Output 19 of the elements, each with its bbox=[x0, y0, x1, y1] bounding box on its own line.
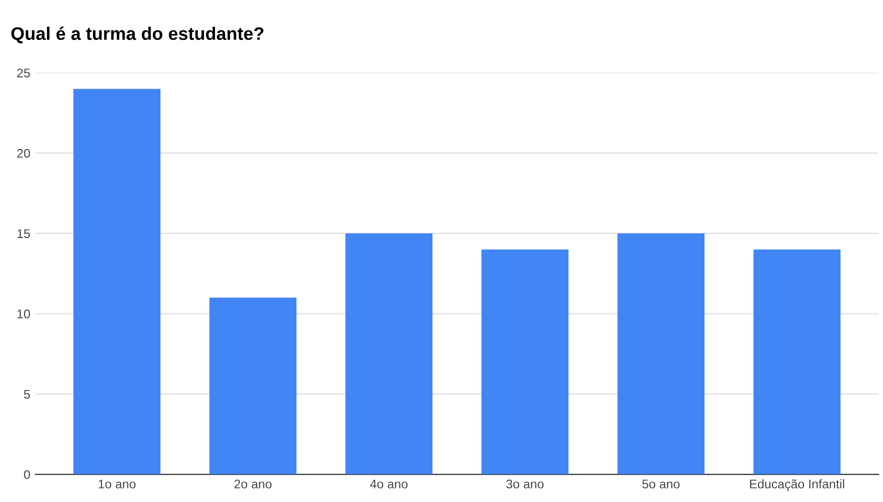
bar bbox=[73, 88, 160, 474]
x-tick-label: 2o ano bbox=[234, 480, 272, 488]
x-tick-label: 5o ano bbox=[642, 480, 680, 488]
y-tick-label: 0 bbox=[24, 470, 30, 480]
x-tick-label: Educação Infantil bbox=[750, 479, 844, 491]
x-tick-label: 1o ano bbox=[98, 480, 136, 488]
y-tick-label: 15 bbox=[18, 229, 30, 238]
bar bbox=[617, 233, 704, 474]
y-tick-label: 5 bbox=[24, 390, 30, 399]
chart-title: Qual é a turma do estudante? bbox=[11, 26, 264, 44]
y-tick-label: 25 bbox=[17, 68, 30, 78]
bar bbox=[753, 249, 840, 474]
y-tick-label: 20 bbox=[17, 148, 30, 158]
x-tick-label: 3o ano bbox=[506, 480, 544, 488]
bar bbox=[481, 249, 568, 474]
x-tick-label: 4o ano bbox=[370, 480, 408, 488]
bar bbox=[345, 233, 432, 474]
y-tick-label: 10 bbox=[18, 310, 30, 318]
bar bbox=[209, 298, 296, 474]
